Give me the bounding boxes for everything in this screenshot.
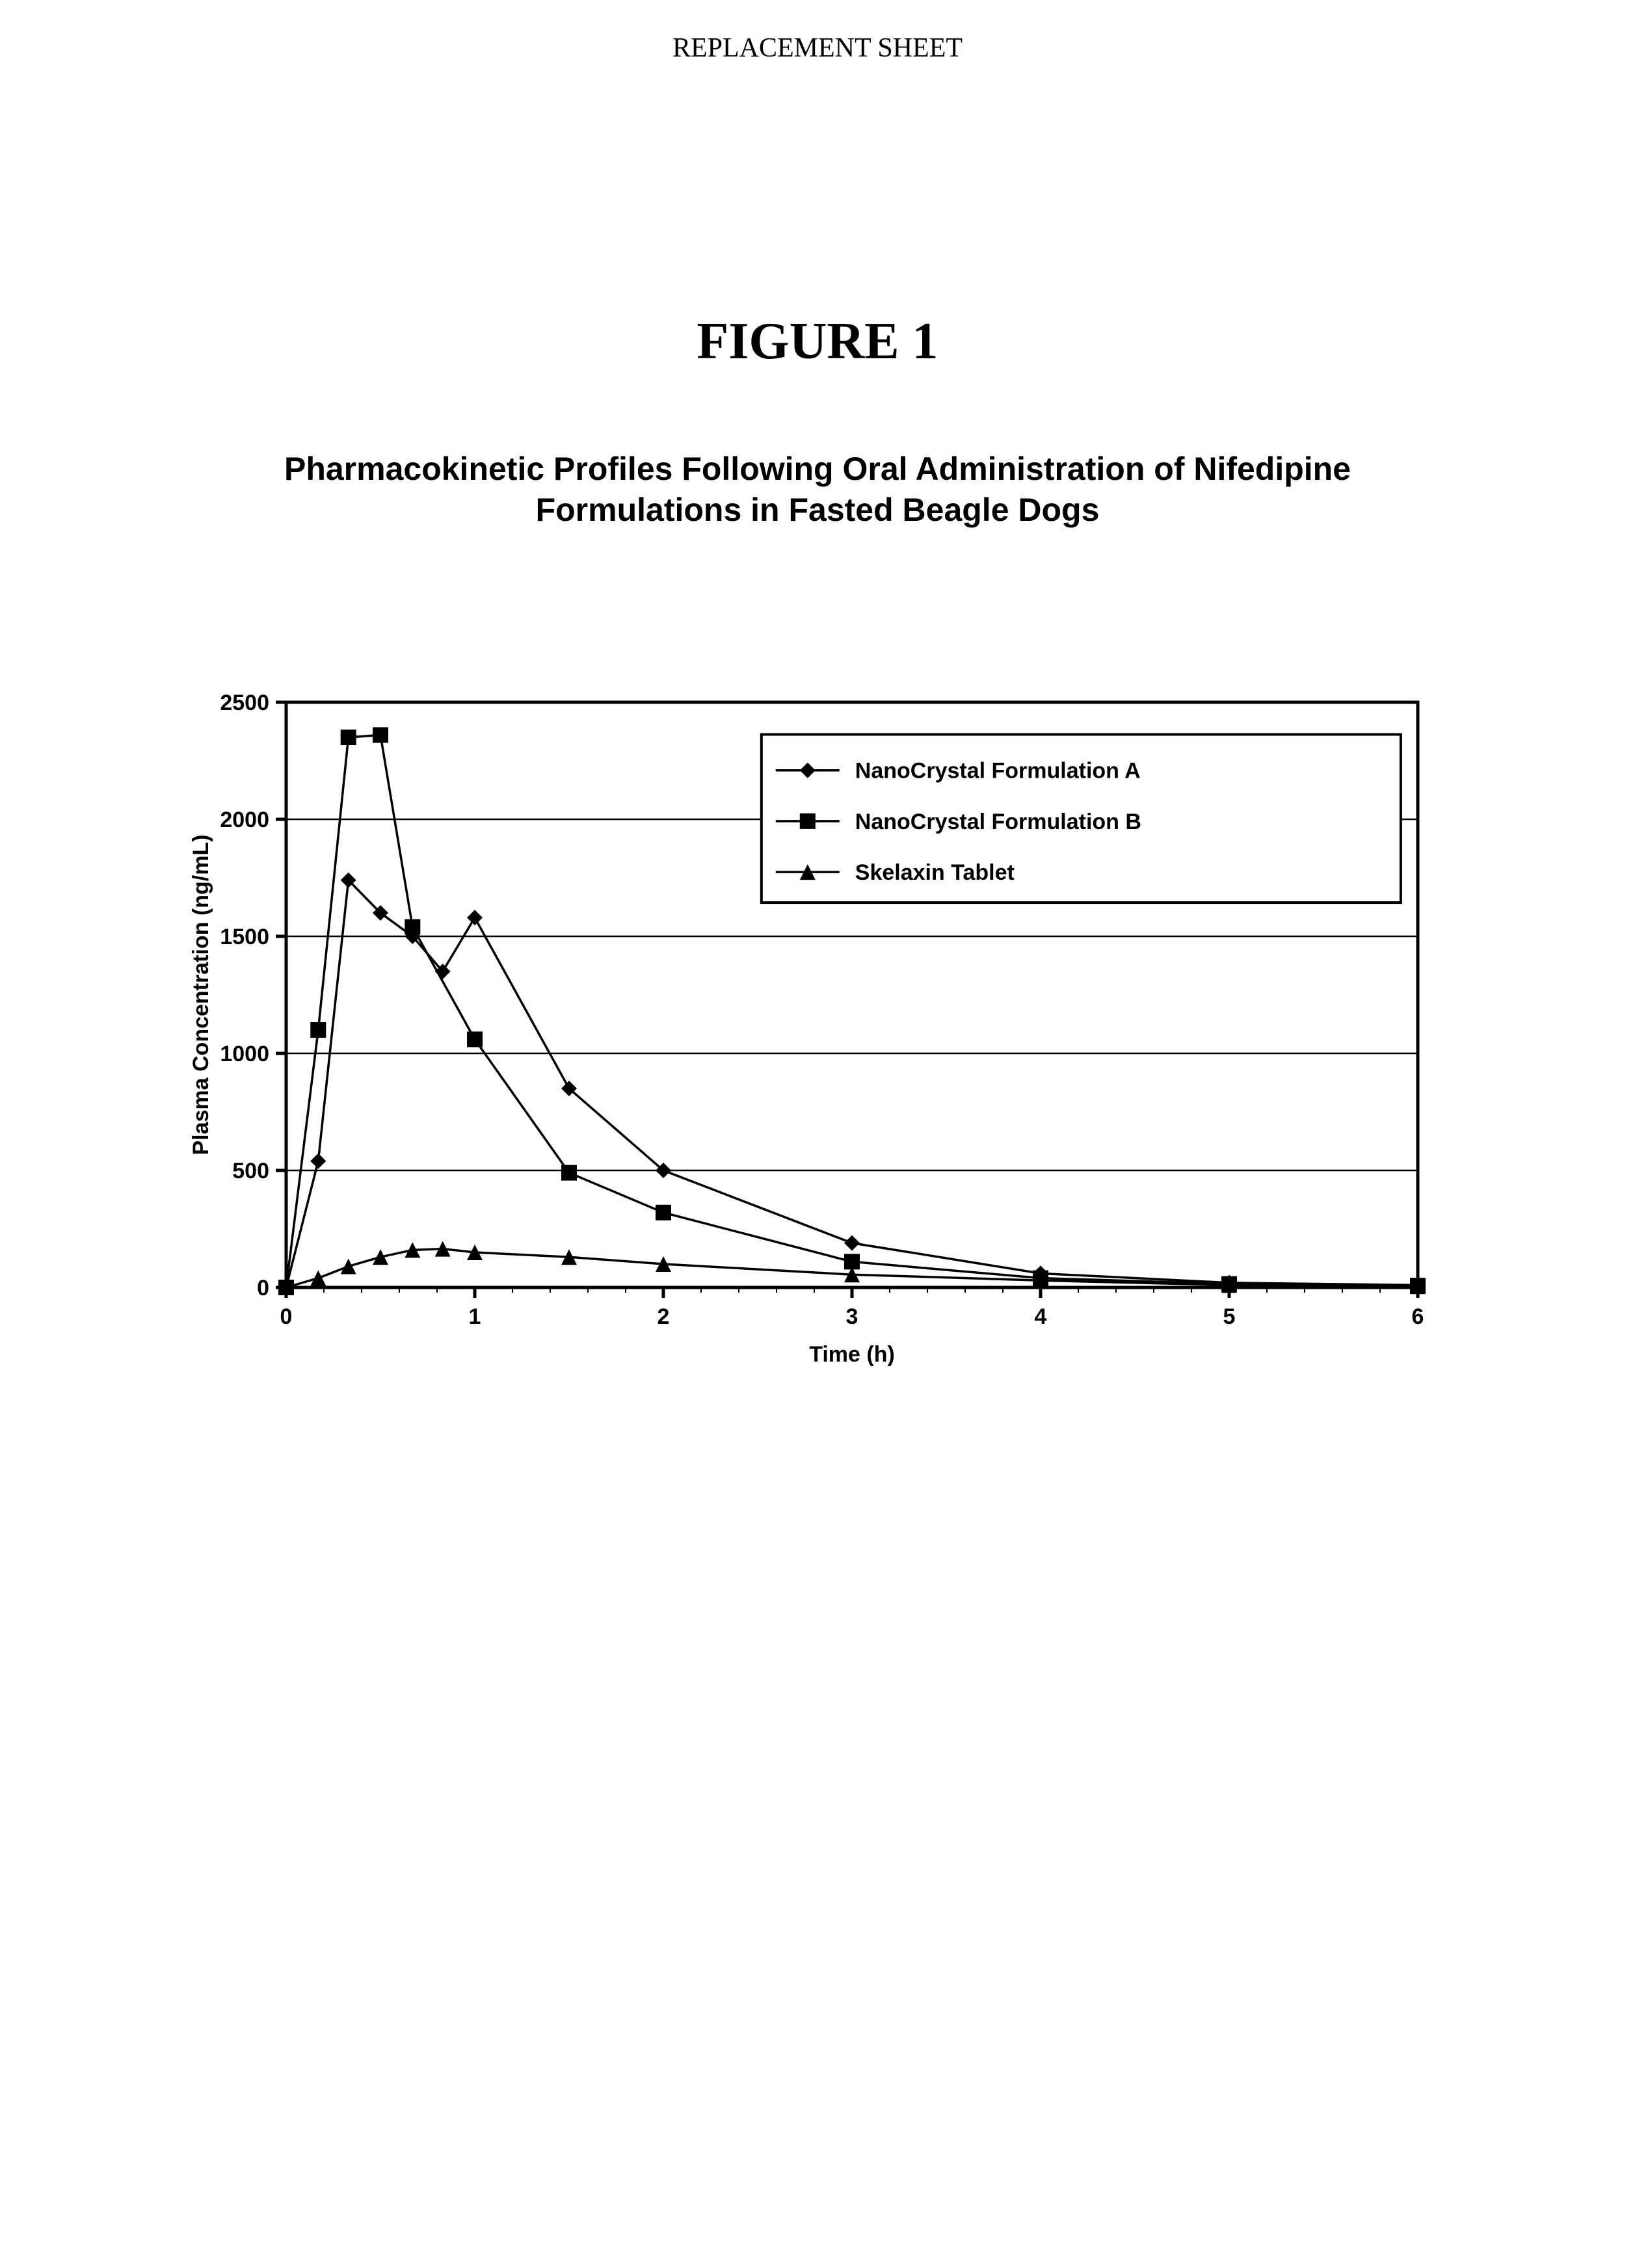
svg-text:Plasma Concentration (ng/mL): Plasma Concentration (ng/mL) — [189, 834, 213, 1155]
figure-number-text: FIGURE 1 — [697, 313, 938, 370]
svg-text:1000: 1000 — [220, 1042, 269, 1066]
svg-text:Time (h): Time (h) — [809, 1342, 895, 1367]
figure-subtitle: Pharmacokinetic Profiles Following Oral … — [0, 449, 1635, 530]
svg-text:3: 3 — [846, 1304, 858, 1329]
figure-number: FIGURE 1 — [0, 312, 1635, 371]
chart-svg: 0 1 2 3 4 5 6 0 500 1000 1500 2000 2500 Time (h) Plasm… — [156, 676, 1457, 1391]
svg-text:2000: 2000 — [220, 808, 269, 832]
subtitle-line-1: Pharmacokinetic Profiles Following Oral … — [284, 451, 1351, 487]
page-header: REPLACEMENT SHEET — [0, 33, 1635, 64]
svg-text:500: 500 — [232, 1159, 269, 1183]
svg-text:2: 2 — [658, 1304, 670, 1329]
svg-text:0: 0 — [280, 1304, 293, 1329]
svg-text:Skelaxin Tablet: Skelaxin Tablet — [855, 860, 1015, 885]
svg-text:NanoCrystal Formulation B: NanoCrystal Formulation B — [855, 810, 1141, 834]
svg-text:1: 1 — [469, 1304, 481, 1329]
svg-text:6: 6 — [1412, 1304, 1424, 1329]
subtitle-line-2: Formulations in Fasted Beagle Dogs — [536, 492, 1100, 528]
header-text: REPLACEMENT SHEET — [672, 33, 963, 63]
svg-text:NanoCrystal Formulation A: NanoCrystal Formulation A — [855, 759, 1141, 784]
svg-text:5: 5 — [1223, 1304, 1236, 1329]
svg-text:4: 4 — [1035, 1304, 1047, 1329]
svg-text:2500: 2500 — [220, 691, 269, 715]
svg-text:0: 0 — [257, 1276, 269, 1300]
svg-text:1500: 1500 — [220, 925, 269, 949]
page: REPLACEMENT SHEET FIGURE 1 Pharmacokinet… — [0, 0, 1635, 2268]
pk-profile-chart: 0 1 2 3 4 5 6 0 500 1000 1500 2000 2500 Time (h) Plasm… — [156, 676, 1457, 1391]
